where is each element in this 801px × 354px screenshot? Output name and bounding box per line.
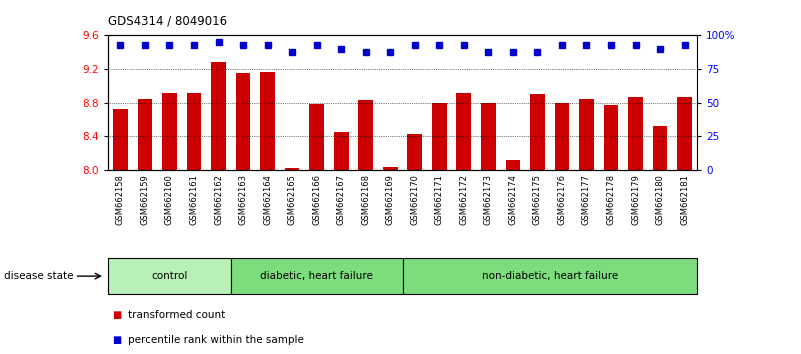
Bar	[309, 104, 324, 170]
Text: GSM662174: GSM662174	[509, 174, 517, 225]
Bar	[358, 100, 373, 170]
Bar	[211, 62, 226, 170]
Bar	[505, 160, 521, 170]
Text: diabetic, heart failure: diabetic, heart failure	[260, 271, 373, 281]
Bar	[678, 97, 692, 170]
Bar	[530, 94, 545, 170]
Bar	[334, 132, 348, 170]
Bar	[481, 103, 496, 170]
Text: GSM662164: GSM662164	[263, 174, 272, 225]
Text: percentile rank within the sample: percentile rank within the sample	[128, 335, 304, 345]
Bar	[138, 99, 152, 170]
Text: GSM662172: GSM662172	[459, 174, 469, 225]
Bar	[628, 97, 643, 170]
Bar	[653, 126, 667, 170]
Text: control: control	[151, 271, 187, 281]
Text: GSM662170: GSM662170	[410, 174, 419, 225]
Text: GSM662180: GSM662180	[655, 174, 665, 225]
Text: GSM662177: GSM662177	[582, 174, 591, 225]
Text: GDS4314 / 8049016: GDS4314 / 8049016	[108, 14, 227, 27]
Text: GSM662167: GSM662167	[336, 174, 346, 225]
Bar	[260, 72, 275, 170]
Text: ■: ■	[112, 310, 122, 320]
Text: GSM662176: GSM662176	[557, 174, 566, 225]
Text: GSM662163: GSM662163	[239, 174, 248, 225]
Text: GSM662159: GSM662159	[140, 174, 150, 225]
Text: GSM662171: GSM662171	[435, 174, 444, 225]
Text: GSM662175: GSM662175	[533, 174, 542, 225]
Bar	[231, 258, 403, 294]
Bar	[108, 258, 231, 294]
Text: GSM662169: GSM662169	[386, 174, 395, 225]
Text: GSM662158: GSM662158	[116, 174, 125, 225]
Bar	[162, 92, 177, 170]
Bar	[235, 73, 251, 170]
Text: GSM662173: GSM662173	[484, 174, 493, 225]
Bar	[383, 167, 397, 170]
Bar	[604, 105, 618, 170]
Text: non-diabetic, heart failure: non-diabetic, heart failure	[481, 271, 618, 281]
Text: GSM662168: GSM662168	[361, 174, 370, 225]
Bar	[554, 103, 570, 170]
Text: GSM662160: GSM662160	[165, 174, 174, 225]
Text: GSM662165: GSM662165	[288, 174, 296, 225]
Bar	[457, 92, 471, 170]
Text: GSM662166: GSM662166	[312, 174, 321, 225]
Bar	[579, 99, 594, 170]
Bar	[113, 109, 128, 170]
Bar	[403, 258, 697, 294]
Text: disease state: disease state	[4, 271, 74, 281]
Text: GSM662162: GSM662162	[214, 174, 223, 225]
Bar	[432, 103, 447, 170]
Text: GSM662181: GSM662181	[680, 174, 689, 225]
Text: ■: ■	[112, 335, 122, 345]
Text: GSM662179: GSM662179	[631, 174, 640, 225]
Bar	[408, 134, 422, 170]
Bar	[187, 92, 201, 170]
Text: GSM662161: GSM662161	[190, 174, 199, 225]
Bar	[285, 168, 300, 170]
Text: transformed count: transformed count	[128, 310, 225, 320]
Text: GSM662178: GSM662178	[606, 174, 615, 225]
